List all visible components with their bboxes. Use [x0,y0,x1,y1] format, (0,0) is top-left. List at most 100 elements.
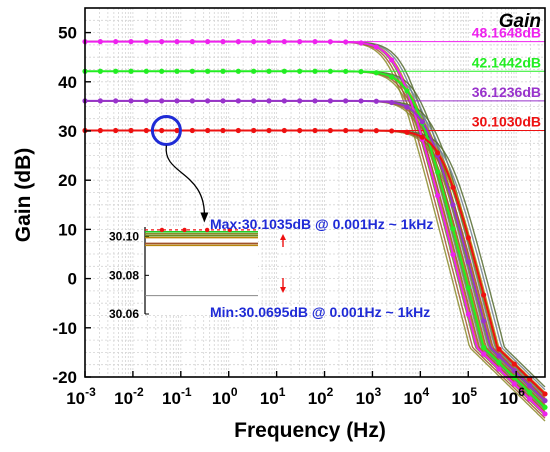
series-marker [189,39,195,45]
series-marker [542,411,548,417]
y-tick-label: 50 [58,24,77,43]
series-marker [159,127,165,134]
series-marker [235,39,241,45]
y-tick-label: 0 [68,270,77,289]
series-marker [174,127,180,134]
series-marker [281,39,287,45]
series-marker [97,39,103,45]
series-marker [389,74,395,80]
series-markers [82,39,548,417]
series-marker [159,68,165,74]
series-marker [281,127,287,134]
series-marker [128,98,134,104]
series-marker [220,39,226,45]
series-marker [189,98,195,104]
series-marker [113,98,119,104]
series-marker [404,129,410,135]
series-label: 36.1236dB [472,84,541,100]
zoom-connector [165,145,206,219]
plot-frame [84,7,546,378]
series-marker [435,193,441,199]
series-marker [527,389,533,395]
y-tick-label: 10 [58,220,77,239]
x-tick-label: 102 [308,385,334,408]
inset-y-tick-label: 30.10 [109,230,139,244]
series-marker [128,39,134,45]
x-tick-label: 104 [404,385,430,408]
series-marker [251,68,257,74]
x-tick-label: 10-1 [162,385,192,408]
series-marker [251,98,257,104]
series-marker [389,57,395,63]
x-tick-label: 100 [212,385,238,408]
x-axis-title: Frequency (Hz) [234,419,386,442]
series-marker [542,398,548,404]
series-marker [266,98,272,104]
series-marker [312,39,318,45]
max-arrow-head [280,234,286,240]
series-marker [189,68,195,74]
series-marker [312,68,318,74]
series-marker [205,127,211,134]
inset-zoom: 30.10 30.08 30.06 [109,114,286,321]
min-arrow-head [280,287,286,293]
series-labels: 48.1648dB 42.1442dB 36.1236dB 30.1030dB [472,25,541,130]
series-marker [450,252,456,258]
y-axis-title: Gain (dB) [12,148,35,243]
x-tick-label: 10-3 [66,385,96,408]
series-marker [465,285,471,291]
series-marker [205,68,211,74]
series-marker [465,235,471,241]
series-marker [312,98,318,104]
series-marker [481,344,487,350]
series-marker [511,381,517,387]
series-marker [358,98,364,104]
series-marker [205,98,211,104]
series-marker [343,39,349,45]
series-marker [496,353,502,359]
inset-y-tick-label: 30.06 [109,307,139,321]
series-marker [297,98,303,104]
series-marker [450,184,456,191]
x-tick-label: 103 [356,385,382,408]
series-marker [281,98,287,104]
series-marker [143,68,149,74]
series-marker [113,127,119,134]
series-marker [297,39,303,45]
series-marker [465,259,471,265]
series-marker [496,366,502,372]
series-marker [373,98,379,104]
series-marker [97,98,103,104]
series-label: 30.1030dB [472,113,541,129]
zoom-connector-arrowhead [200,212,209,223]
inset-marker [182,227,187,233]
series-marker [465,311,471,317]
series-marker [143,127,149,134]
series-marker [389,99,395,106]
series-marker [496,346,502,352]
series-marker [435,169,441,175]
series-marker [128,127,134,134]
x-tick-label: 105 [451,385,477,408]
series-marker [358,127,364,134]
series-marker [527,396,533,402]
series-marker [266,39,272,45]
series-marker [327,98,333,104]
series-marker [159,98,165,104]
series-marker [281,68,287,74]
y-tick-label: 40 [58,73,77,92]
zoom-highlight-circle [150,114,182,146]
y-tick-label: -10 [52,319,77,338]
series-marker [481,351,487,357]
axes: -20 -10 0 10 20 30 40 50 10-3 10-2 10-1 100 101 102 10… [52,24,525,408]
series-marker [235,68,241,74]
x-tick-label: 106 [499,385,525,408]
series-marker [220,68,226,74]
series-marker [97,127,103,134]
series-marker [527,383,533,389]
series-marker [404,104,410,110]
series-marker [174,68,180,74]
series-marker [327,127,333,134]
series-marker [297,127,303,134]
